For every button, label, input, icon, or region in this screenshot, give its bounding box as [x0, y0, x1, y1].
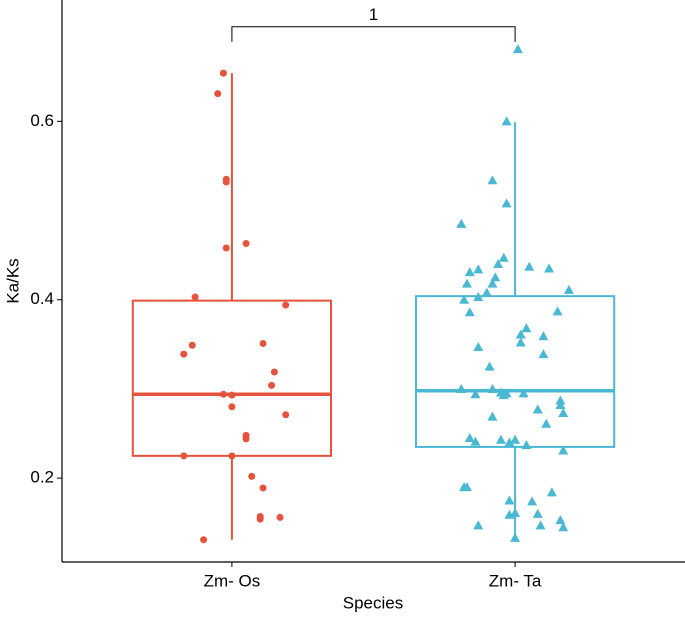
point — [456, 218, 467, 228]
point — [222, 178, 230, 186]
point — [228, 452, 236, 460]
point — [484, 361, 495, 371]
point — [473, 342, 484, 352]
point — [504, 495, 515, 505]
point — [219, 69, 227, 77]
point — [501, 198, 512, 208]
y-tick-label: 0.6 — [30, 111, 54, 130]
box — [131, 299, 333, 457]
point — [259, 484, 267, 492]
point — [180, 350, 188, 358]
point — [515, 337, 526, 347]
point — [470, 389, 481, 399]
point — [524, 261, 535, 271]
point — [461, 278, 472, 288]
point — [276, 513, 284, 521]
point — [464, 433, 475, 443]
y-tick-label: 0.4 — [30, 289, 54, 308]
point — [459, 294, 470, 304]
x-tick-label: Zm- Os — [204, 571, 261, 590]
point — [541, 418, 552, 428]
point — [563, 284, 574, 294]
point — [527, 496, 538, 506]
point — [473, 520, 484, 530]
x-tick-label: Zm- Ta — [489, 571, 542, 590]
point — [481, 287, 492, 297]
x-axis-label: Species — [343, 593, 403, 612]
point — [544, 263, 555, 273]
point — [219, 390, 227, 398]
point — [200, 536, 208, 544]
significance-label: 1 — [369, 5, 378, 24]
point — [512, 44, 523, 54]
point — [510, 434, 521, 444]
significance-bracket — [231, 26, 516, 42]
point — [191, 293, 199, 301]
point — [228, 391, 236, 399]
point — [538, 349, 549, 359]
point — [456, 383, 467, 393]
box — [414, 295, 616, 448]
point — [470, 436, 481, 446]
point — [259, 339, 267, 347]
point — [521, 440, 532, 450]
point — [180, 452, 188, 460]
point — [558, 522, 569, 532]
point — [521, 323, 532, 333]
point — [242, 240, 250, 248]
point — [464, 307, 475, 317]
y-tick-label: 0.2 — [30, 468, 54, 487]
point — [558, 408, 569, 418]
point — [487, 411, 498, 421]
point — [532, 404, 543, 414]
point — [282, 301, 290, 309]
y-axis-label: Ka/Ks — [3, 258, 22, 303]
point — [487, 278, 498, 288]
point — [493, 259, 504, 269]
point — [535, 520, 546, 530]
point — [510, 507, 521, 517]
point — [268, 381, 276, 389]
point — [552, 306, 563, 316]
point — [532, 508, 543, 518]
point — [498, 252, 509, 262]
point — [487, 383, 498, 393]
point — [546, 487, 557, 497]
point — [473, 264, 484, 274]
point — [558, 445, 569, 455]
point — [555, 515, 566, 525]
point — [242, 435, 250, 443]
point — [256, 515, 264, 523]
point — [473, 292, 484, 302]
point — [464, 267, 475, 277]
point — [188, 341, 196, 349]
point — [510, 532, 521, 542]
point — [282, 411, 290, 419]
point — [504, 437, 515, 447]
point — [214, 90, 222, 98]
point — [270, 368, 278, 376]
point — [490, 272, 501, 282]
point — [515, 329, 526, 339]
point — [487, 175, 498, 185]
point — [538, 331, 549, 341]
point — [518, 388, 529, 398]
point — [248, 472, 256, 480]
point — [228, 403, 236, 411]
point — [461, 482, 472, 492]
point — [501, 388, 512, 398]
point — [495, 434, 506, 444]
point — [555, 399, 566, 409]
point — [501, 116, 512, 126]
point — [222, 244, 230, 252]
